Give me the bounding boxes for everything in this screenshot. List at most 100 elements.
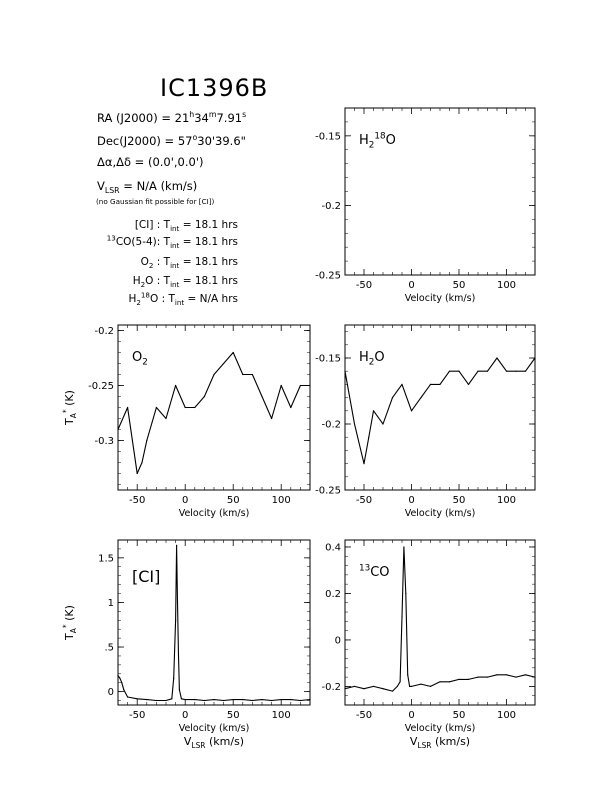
spectrum-point <box>290 699 292 701</box>
spectrum-point <box>368 436 370 438</box>
spectrum-point <box>232 699 234 701</box>
spectrum-point <box>271 699 273 702</box>
y-tick-label: 0 <box>335 635 341 646</box>
spectrum-point <box>146 439 148 442</box>
panel-label: O2 <box>132 350 148 368</box>
spectrum-point <box>175 384 177 387</box>
x-tick-label: 100 <box>497 710 516 721</box>
spectrum-point <box>439 383 441 385</box>
spectrum-point <box>123 689 125 691</box>
spectrum-point <box>223 699 225 702</box>
y-tick-label: 0.4 <box>325 542 341 553</box>
integration-time-line: H218O : Tint = N/A hrs <box>128 291 238 307</box>
integration-time-line-part: : T <box>153 256 170 268</box>
spectrum-point <box>401 383 403 385</box>
y-axis-label-part: A <box>69 627 78 633</box>
integration-time-line-part: 2 <box>149 261 154 270</box>
spectrum-point <box>290 406 292 409</box>
x-tick-label: 100 <box>272 710 291 721</box>
spectrum-point <box>505 370 508 372</box>
spectrum-point <box>477 676 479 678</box>
spectrum-point <box>401 616 403 618</box>
x-tick-label: 100 <box>497 495 516 506</box>
spectrum-point <box>136 698 138 700</box>
x-tick-label: -50 <box>129 710 145 721</box>
spectrum-point <box>420 397 422 399</box>
integration-time-line-part: 2 <box>136 298 141 307</box>
spectrum-point <box>309 384 311 387</box>
spectrum-line <box>117 351 310 475</box>
integration-time-line-part: int <box>170 241 179 250</box>
panel-label: [CI] <box>132 567 160 586</box>
panel-label-part: H <box>359 133 369 148</box>
spectrum-point <box>176 601 179 604</box>
fit-note: (no Gaussian fit possible for [CI]) <box>96 197 215 206</box>
integration-time-line: 13CO(5-4): Tint = 18.1 hrs <box>107 234 238 250</box>
spectrum-point <box>458 370 460 372</box>
spectrum-point <box>382 423 384 425</box>
x-tick-label: -50 <box>356 280 372 291</box>
spectrum-point <box>165 699 167 702</box>
spectrum-point <box>409 685 411 688</box>
integration-time-line-part: = N/A hrs <box>184 293 238 305</box>
y-axis-label: TA* (K) <box>61 390 78 426</box>
spectrum-point <box>439 681 441 683</box>
y-tick-label: 1.5 <box>98 553 114 564</box>
spectrum-point <box>177 655 180 657</box>
panel-label-part: O <box>374 350 384 365</box>
info-line-part: m <box>209 110 217 119</box>
spectrum-point <box>407 674 409 676</box>
y-tick-label: .5 <box>104 643 114 654</box>
integration-time-line-part: = 18.1 hrs <box>179 219 238 231</box>
spectrum-point <box>223 362 225 365</box>
spectrum-point <box>429 383 432 385</box>
spectrum-point <box>505 674 508 676</box>
x-tick-label: -50 <box>356 710 372 721</box>
spectrum-point <box>496 674 498 676</box>
spectrum-point <box>363 688 365 690</box>
y-axis-label-part: (K) <box>63 390 76 409</box>
spectrum-point <box>420 683 422 685</box>
y-tick-label: -0.25 <box>315 486 341 497</box>
info-line-part: Dec(J2000) = 57 <box>97 134 192 148</box>
integration-time-line: H2O : Tint = 18.1 hrs <box>133 275 238 289</box>
x-tick-label: 50 <box>227 710 240 721</box>
spectrum-point <box>119 677 121 679</box>
spectrum-point <box>232 351 234 354</box>
chart-ci: -50 0 50 100 0 .5 1 1.5 Velocity (km/s)VLSR (km/… <box>61 539 311 750</box>
spectrum-point <box>213 699 215 701</box>
y-axis-label-part: * <box>61 409 70 413</box>
x-axis-label: Velocity (km/s) <box>179 723 250 734</box>
integration-time-line-part: = 18.1 hrs <box>179 236 238 248</box>
y-tick-label: -0.25 <box>88 381 114 392</box>
info-line: Dec(J2000) = 57o30'39.6" <box>97 133 246 148</box>
chart-h2o: -50 0 50 100 -0.25 -0.2 -0.15 Velocity (km/s) H2… <box>315 324 536 519</box>
spectrum-point <box>399 681 401 683</box>
info-line: VLSR = N/A (km/s) <box>97 179 197 195</box>
spectrum-point <box>344 370 346 372</box>
integration-time-line-part: int <box>170 280 179 289</box>
spectrum-point <box>372 410 375 412</box>
spectrum-point <box>127 406 129 409</box>
panel-label-part: 13 <box>359 564 370 574</box>
panel-label: 13CO <box>359 564 390 580</box>
y-tick-label: -0.2 <box>321 682 341 693</box>
x-tick-label: 100 <box>272 495 291 506</box>
y-tick-label: -0.2 <box>94 326 114 337</box>
spectrum-point <box>467 678 470 681</box>
spectrum-point <box>127 696 129 698</box>
page-title: IC1396B <box>160 74 268 102</box>
x-tick-label: 0 <box>182 710 188 721</box>
x-tick-label: 0 <box>408 495 414 506</box>
info-line-part: o <box>192 133 197 142</box>
spectrum-point <box>391 690 394 692</box>
spectrum-point <box>309 699 311 701</box>
info-line-part: V <box>97 179 105 193</box>
spectrum-point <box>117 428 119 431</box>
info-line-part: s <box>242 110 246 119</box>
spectrum-point <box>299 384 301 387</box>
integration-time-line-part: CO(5-4): T <box>116 236 171 248</box>
spectrum-point <box>203 395 205 398</box>
x-axis-label: Velocity (km/s) <box>405 723 476 734</box>
